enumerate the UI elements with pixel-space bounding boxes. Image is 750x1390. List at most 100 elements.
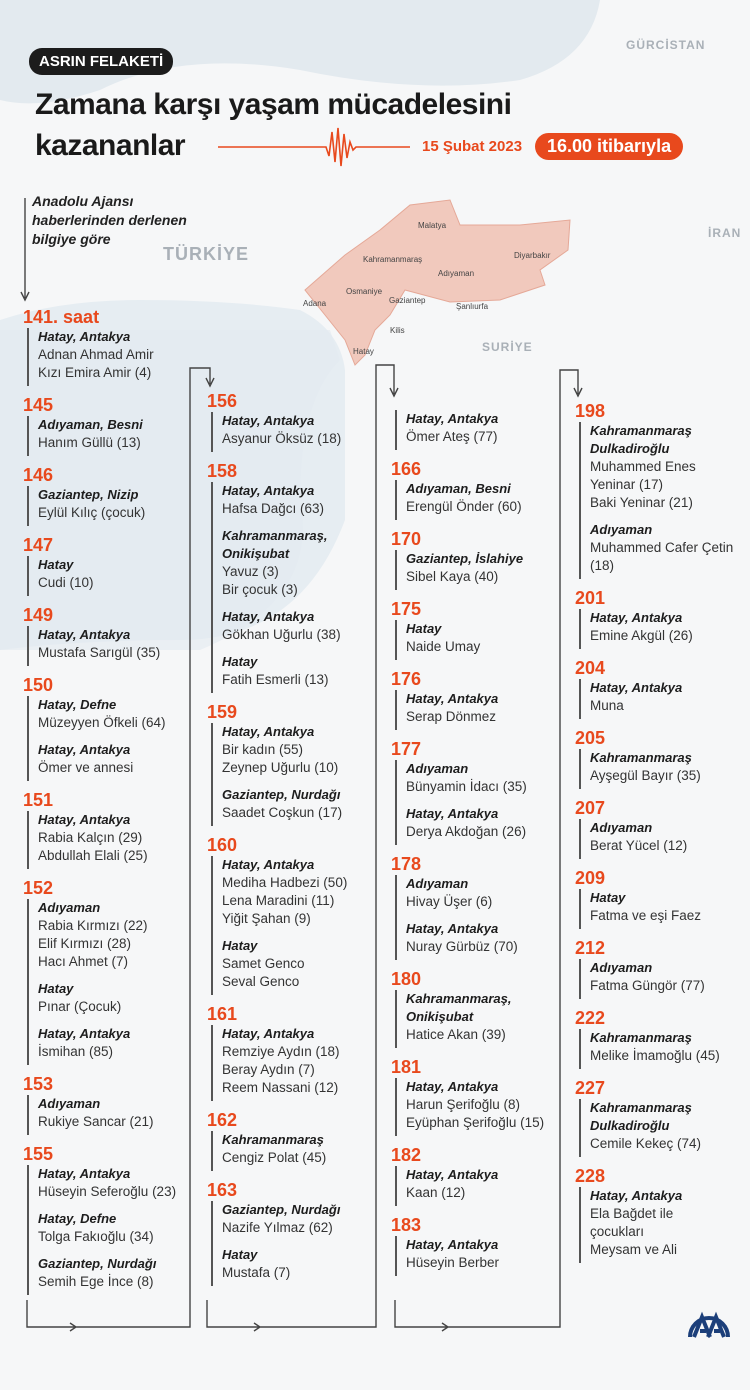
entry-groups: Hatay, Antakya Mediha Hadbezi (50) Lena Ma…: [211, 856, 372, 995]
survivor-name: Lena Maradini (11): [222, 893, 335, 908]
location-group: Kahramanmaraş, Onikişubat Yavuz (3) Bir ço…: [222, 527, 372, 599]
location-group: Adıyaman Bünyamin İdacı (35): [406, 760, 556, 796]
location-group: Hatay, Antakya Ömer Ateş (77): [406, 410, 556, 446]
location-label: Hatay, Antakya: [222, 413, 315, 428]
survivor-name: Derya Akdoğan (26): [406, 824, 527, 839]
survivor-name: Meysam ve Ali: [590, 1242, 678, 1257]
entry-groups: Hatay, Antakya Hüseyin Berber: [395, 1236, 556, 1276]
location-label: Gaziantep, Nizip: [38, 487, 139, 502]
timeline-entry: 222 Kahramanmaraş Melike İmamoğlu (45): [575, 1008, 738, 1069]
timeline-entry: 147 Hatay Cudi (10): [23, 535, 188, 596]
timeline-entry: 151 Hatay, Antakya Rabia Kalçın (29) Abdull…: [23, 790, 188, 869]
entry-groups: Adıyaman, Besni Hanım Güllü (13): [27, 416, 188, 456]
timeline-entry: 152 Adıyaman Rabia Kırmızı (22) Elif Kırmız…: [23, 878, 188, 1065]
survivor-name: Elif Kırmızı (28): [38, 936, 132, 951]
survivor-name: Bünyamin İdacı (35): [406, 779, 527, 794]
survivor-name: Hatice Akan (39): [406, 1027, 506, 1042]
survivor-name: Beray Aydın (7): [222, 1062, 315, 1077]
location-label: Hatay, Defne: [38, 697, 117, 712]
hour-label: 160: [207, 835, 238, 855]
entry-groups: Gaziantep, İslahiye Sibel Kaya (40): [395, 550, 556, 590]
city-label: Kahramanmaraş: [363, 255, 423, 264]
city-label: Hatay: [353, 347, 374, 356]
location-group: Hatay Samet Genco Seval Genco: [222, 937, 372, 991]
timeline-entry: 149 Hatay, Antakya Mustafa Sarıgül (35): [23, 605, 188, 666]
city-label: Osmaniye: [346, 287, 383, 296]
location-label: Hatay: [222, 1247, 258, 1262]
survivor-name: Eyüphan Şerifoğlu (15): [406, 1115, 545, 1130]
location-group: Hatay Fatih Esmerli (13): [222, 653, 372, 689]
survivor-name: Reem Nassani (12): [222, 1080, 339, 1095]
location-label: Kahramanmaraş Dulkadiroğlu: [590, 423, 692, 456]
survivor-name: Harun Şerifoğlu (8): [406, 1097, 521, 1112]
location-label: Hatay, Antakya: [590, 1188, 683, 1203]
entry-groups: Adıyaman, Besni Erengül Önder (60): [395, 480, 556, 520]
map-label-turkey: TÜRKİYE: [163, 244, 250, 264]
location-label: Adıyaman: [406, 876, 469, 891]
survivor-name: Cemile Kekeç (74): [590, 1136, 702, 1151]
location-group: Hatay, Antakya Mustafa Sarıgül (35): [38, 626, 188, 662]
timeline-entry: 207 Adıyaman Berat Yücel (12): [575, 798, 738, 859]
source-note-line: bilgiye göre: [32, 231, 111, 247]
survivor-name: Mustafa (7): [222, 1265, 291, 1280]
timeline-entry: 159 Hatay, Antakya Bir kadın (55) Zeynep Uğ…: [207, 702, 372, 826]
hour-label: 227: [575, 1078, 606, 1098]
survivor-name: İsmihan (85): [38, 1044, 114, 1059]
location-group: Hatay, Defne Müzeyyen Öfkeli (64): [38, 696, 188, 732]
location-label: Hatay: [38, 981, 74, 996]
location-group: Hatay Naide Umay: [406, 620, 556, 656]
timeline-entry: 227 Kahramanmaraş Dulkadiroğlu Cemile Keke…: [575, 1078, 738, 1157]
column-connector-2: [206, 364, 399, 1332]
entry-groups: Adıyaman Rabia Kırmızı (22) Elif Kırmızı (…: [27, 899, 188, 1065]
entry-groups: Hatay, Antakya Rabia Kalçın (29) Abdullah …: [27, 811, 188, 869]
entry-groups: Hatay, Antakya Adnan Ahmad Amir Kızı Emira…: [27, 328, 188, 386]
hour-label: 204: [575, 658, 606, 678]
timeline-entry: 170 Gaziantep, İslahiye Sibel Kaya (40): [391, 529, 556, 590]
timeline-column-2: 156 Hatay, Antakya Asyanur Öksüz (18) 158 Ha…: [207, 391, 372, 1295]
location-group: Adıyaman Rabia Kırmızı (22) Elif Kırmızı (…: [38, 899, 188, 971]
hour-label: 222: [575, 1008, 606, 1028]
location-group: Gaziantep, İslahiye Sibel Kaya (40): [406, 550, 556, 586]
map-label-georgia: GÜRCİSTAN: [626, 38, 706, 52]
hour-label: 141. saat: [23, 307, 100, 327]
timeline-entry: 146 Gaziantep, Nizip Eylül Kılıç (çocuk): [23, 465, 188, 526]
survivor-name: Fatma ve eşi Faez: [590, 908, 702, 923]
timeline-column-1: 141. saat Hatay, Antakya Adnan Ahmad Amir K…: [23, 307, 188, 1304]
entry-groups: Adıyaman Hivay Üşer (6) Hatay, Antakya Nura…: [395, 875, 556, 960]
timeline-entry: 160 Hatay, Antakya Mediha Hadbezi (50) Lena…: [207, 835, 372, 995]
survivor-name: Melike İmamoğlu (45): [590, 1048, 720, 1063]
survivor-name: Müzeyyen Öfkeli (64): [38, 715, 166, 730]
location-label: Kahramanmaraş: [590, 750, 692, 765]
survivor-name: Yavuz (3): [222, 564, 279, 579]
survivor-name: Berat Yücel (12): [590, 838, 688, 853]
hour-label: 205: [575, 728, 606, 748]
survivor-name: Muna: [590, 698, 624, 713]
survivor-name: Ömer Ateş (77): [406, 429, 498, 444]
survivor-name: Saadet Coşkun (17): [222, 805, 343, 820]
title-line-2: kazananlar: [35, 129, 186, 162]
timeline-column-4: 198 Kahramanmaraş Dulkadiroğlu Muhammed En…: [575, 401, 738, 1272]
timeline-entry: 145 Adıyaman, Besni Hanım Güllü (13): [23, 395, 188, 456]
timeline-entry: 163 Gaziantep, Nurdağı Nazife Yılmaz (62) H…: [207, 1180, 372, 1286]
location-group: Hatay, Antakya Hüseyin Seferoğlu (23): [38, 1165, 188, 1201]
location-label: Adıyaman: [406, 761, 469, 776]
entry-groups: Hatay, Antakya Asyanur Öksüz (18): [211, 412, 372, 452]
location-group: Hatay, Antakya Rabia Kalçın (29) Abdullah …: [38, 811, 188, 865]
timeline-entry: 177 Adıyaman Bünyamin İdacı (35) Hatay, Ant…: [391, 739, 556, 845]
location-label: Hatay, Antakya: [38, 812, 131, 827]
location-group: Hatay, Antakya Bir kadın (55) Zeynep Uğurl…: [222, 723, 372, 777]
survivor-name: Rabia Kırmızı (22): [38, 918, 148, 933]
timeline-entry: 228 Hatay, Antakya Ela Bağdet ile çocukları…: [575, 1166, 738, 1263]
timeline-entry: 162 Kahramanmaraş Cengiz Polat (45): [207, 1110, 372, 1171]
location-label: Adıyaman, Besni: [38, 417, 143, 432]
survivor-name: Ömer ve annesi: [38, 760, 134, 775]
hour-label: 183: [391, 1215, 422, 1235]
location-label: Gaziantep, İslahiye: [406, 551, 524, 566]
hour-label: 170: [391, 529, 422, 549]
hour-label: 149: [23, 605, 54, 625]
location-group: Hatay, Defne Tolga Fakıoğlu (34): [38, 1210, 188, 1246]
hour-label: 209: [575, 868, 606, 888]
location-group: Kahramanmaraş, Onikişubat Hatice Akan (39…: [406, 990, 556, 1044]
hour-label: 180: [391, 969, 422, 989]
entry-groups: Hatay, Defne Müzeyyen Öfkeli (64) Hatay, A…: [27, 696, 188, 781]
